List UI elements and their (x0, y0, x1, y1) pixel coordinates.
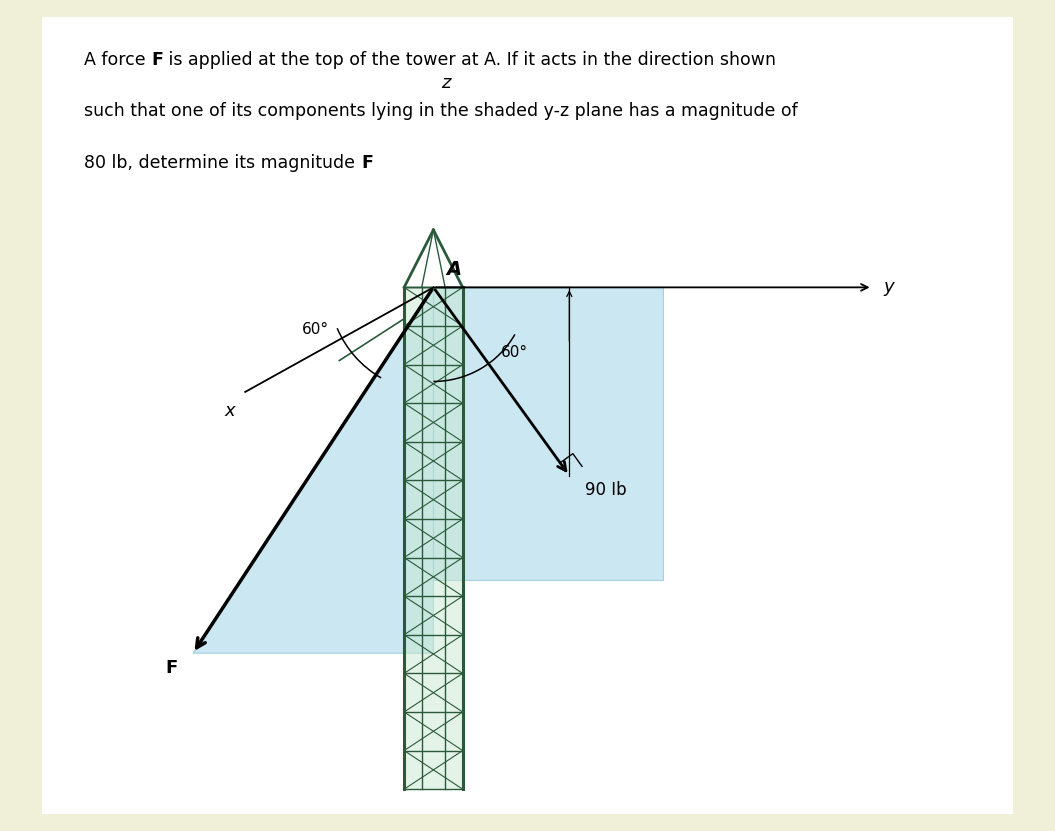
Text: is applied at the top of the tower at A. If it acts in the direction shown: is applied at the top of the tower at A.… (164, 52, 776, 69)
Bar (404, 288, 463, 789)
Text: 90 Ib: 90 Ib (586, 481, 627, 499)
Text: 80 lb, determine its magnitude: 80 lb, determine its magnitude (84, 154, 361, 171)
Text: such that one of its components lying in the shaded y-z plane has a magnitude of: such that one of its components lying in… (84, 102, 799, 120)
Text: F: F (152, 52, 164, 69)
Text: F: F (361, 154, 372, 171)
Text: 60°: 60° (302, 322, 329, 337)
Text: x: x (224, 402, 235, 420)
Polygon shape (434, 288, 664, 580)
Text: F: F (165, 658, 177, 676)
Text: A: A (446, 260, 461, 279)
Text: y: y (883, 278, 894, 297)
Text: 60°: 60° (501, 345, 529, 360)
Text: z: z (441, 74, 450, 92)
Text: A force: A force (84, 52, 152, 69)
Polygon shape (193, 288, 434, 653)
